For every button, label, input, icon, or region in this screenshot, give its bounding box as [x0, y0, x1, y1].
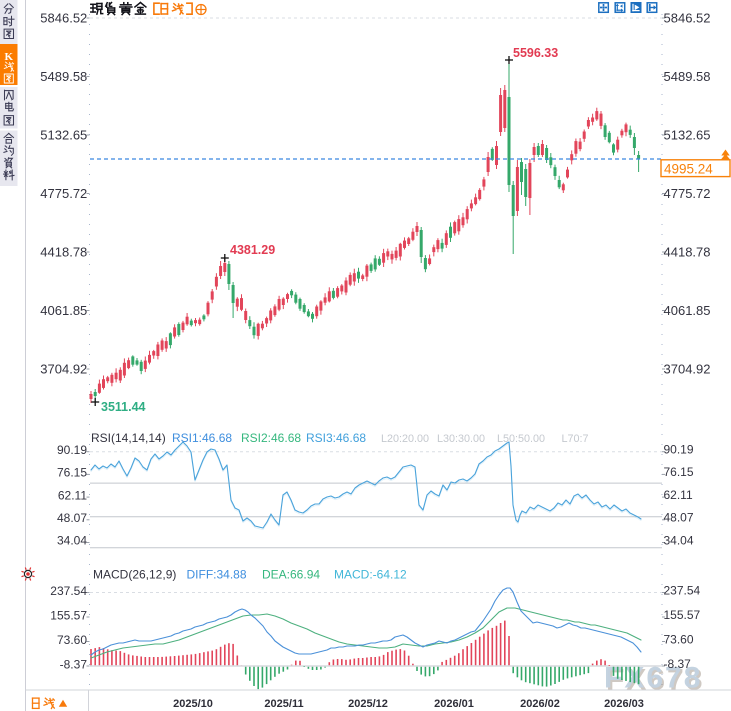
svg-text:76.15: 76.15	[57, 466, 87, 480]
svg-text:L30:30.00: L30:30.00	[437, 433, 485, 445]
svg-text:-8.37: -8.37	[664, 657, 692, 671]
svg-text:237.54: 237.54	[664, 584, 701, 598]
svg-text:L20:20.00: L20:20.00	[381, 433, 429, 445]
svg-text:62.11: 62.11	[664, 488, 693, 502]
svg-text:76.15: 76.15	[664, 465, 694, 479]
svg-text:2025/12: 2025/12	[348, 698, 388, 710]
svg-text:5846.52: 5846.52	[664, 11, 711, 26]
svg-text:K: K	[5, 51, 14, 63]
svg-text:5132.65: 5132.65	[40, 128, 87, 143]
svg-text:90.19: 90.19	[57, 443, 87, 457]
svg-text:3511.44: 3511.44	[101, 400, 146, 414]
svg-text:2026/02: 2026/02	[520, 698, 560, 710]
svg-text:FX678: FX678	[604, 662, 702, 695]
svg-text:MACD:-64.12: MACD:-64.12	[334, 568, 407, 582]
svg-text:34.04: 34.04	[57, 534, 87, 548]
svg-text:5846.52: 5846.52	[40, 11, 87, 26]
svg-text:73.60: 73.60	[664, 633, 694, 647]
svg-text:4418.78: 4418.78	[664, 245, 711, 260]
svg-text:3704.92: 3704.92	[40, 362, 87, 377]
svg-text:4995.24: 4995.24	[664, 161, 713, 176]
svg-text:4418.78: 4418.78	[40, 245, 87, 260]
svg-text:48.07: 48.07	[57, 511, 87, 525]
svg-text:4775.72: 4775.72	[40, 186, 87, 201]
svg-text:L70:7: L70:7	[562, 433, 589, 445]
svg-text:237.54: 237.54	[50, 584, 87, 598]
svg-text:4061.85: 4061.85	[664, 303, 711, 318]
svg-text:5596.33: 5596.33	[513, 46, 558, 60]
svg-text:DEA:66.94: DEA:66.94	[262, 568, 320, 582]
svg-text:62.11: 62.11	[58, 488, 87, 502]
svg-text:2026/01: 2026/01	[434, 698, 474, 710]
svg-text:73.60: 73.60	[57, 633, 87, 647]
svg-text:4381.29: 4381.29	[230, 243, 275, 257]
svg-text:155.57: 155.57	[664, 608, 701, 622]
svg-text:5489.58: 5489.58	[40, 69, 87, 84]
svg-text:-8.37: -8.37	[60, 657, 88, 671]
svg-text:RSI3:46.68: RSI3:46.68	[306, 431, 366, 445]
svg-text:155.57: 155.57	[50, 608, 87, 622]
svg-text:RSI2:46.68: RSI2:46.68	[241, 431, 301, 445]
svg-text:2025/10: 2025/10	[173, 698, 213, 710]
svg-text:2026/03: 2026/03	[604, 698, 644, 710]
svg-text:48.07: 48.07	[664, 511, 694, 525]
svg-text:L50:50.00: L50:50.00	[497, 433, 545, 445]
svg-text:MACD(26,12,9): MACD(26,12,9)	[93, 568, 176, 582]
svg-text:90.19: 90.19	[664, 443, 694, 457]
svg-text:5489.58: 5489.58	[664, 69, 711, 84]
svg-text:RSI1:46.68: RSI1:46.68	[172, 431, 232, 445]
svg-text:3704.92: 3704.92	[664, 362, 711, 377]
svg-text:DIFF:34.88: DIFF:34.88	[187, 568, 247, 582]
svg-text:2025/11: 2025/11	[264, 698, 303, 710]
svg-text:RSI(14,14,14): RSI(14,14,14)	[91, 431, 166, 445]
svg-text:4775.72: 4775.72	[664, 186, 711, 201]
svg-text:5132.65: 5132.65	[664, 128, 711, 143]
svg-text:34.04: 34.04	[664, 533, 694, 547]
svg-text:4061.85: 4061.85	[40, 303, 87, 318]
